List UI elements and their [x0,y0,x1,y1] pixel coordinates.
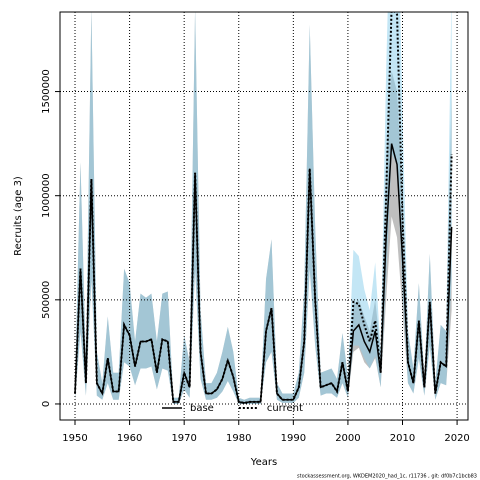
confidence-band [75,12,452,404]
plot-area [74,12,453,404]
legend-label: current [267,403,303,414]
x-tick-label: 1960 [117,433,142,444]
legend-label: base [190,403,214,414]
x-tick-label: 2020 [444,433,469,444]
y-tick-label: 500000 [41,281,52,319]
x-axis-title: Years [250,457,277,468]
y-tick-label: 1000000 [41,173,52,218]
y-tick-label: 0 [41,401,52,407]
x-tick-label: 2010 [390,433,415,444]
x-tick-label: 1950 [62,433,87,444]
footer: stockassessment.org, WKDEM2020_had_1c, r… [297,474,477,480]
x-tick-label: 1970 [171,433,196,444]
y-axis-title: Recruits (age 3) [13,176,24,256]
y-tick-label: 1500000 [41,69,52,114]
series-line [74,143,453,404]
x-tick-label: 1990 [281,433,306,444]
x-tick-label: 1980 [226,433,251,444]
plot-frame [59,11,469,421]
x-tick-label: 2000 [335,433,360,444]
